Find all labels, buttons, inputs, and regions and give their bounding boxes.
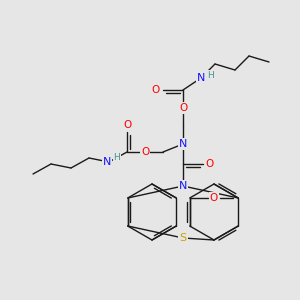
Text: N: N [179, 181, 187, 191]
Text: O: O [123, 120, 131, 130]
Text: S: S [179, 233, 187, 243]
Text: N: N [197, 73, 205, 83]
Text: N: N [179, 139, 187, 149]
Text: H: H [207, 70, 213, 80]
Text: O: O [141, 147, 149, 157]
Text: O: O [210, 193, 218, 203]
Text: N: N [103, 157, 111, 167]
Text: O: O [152, 85, 160, 95]
Text: H: H [114, 154, 120, 163]
Text: O: O [206, 159, 214, 169]
Text: O: O [179, 103, 187, 113]
